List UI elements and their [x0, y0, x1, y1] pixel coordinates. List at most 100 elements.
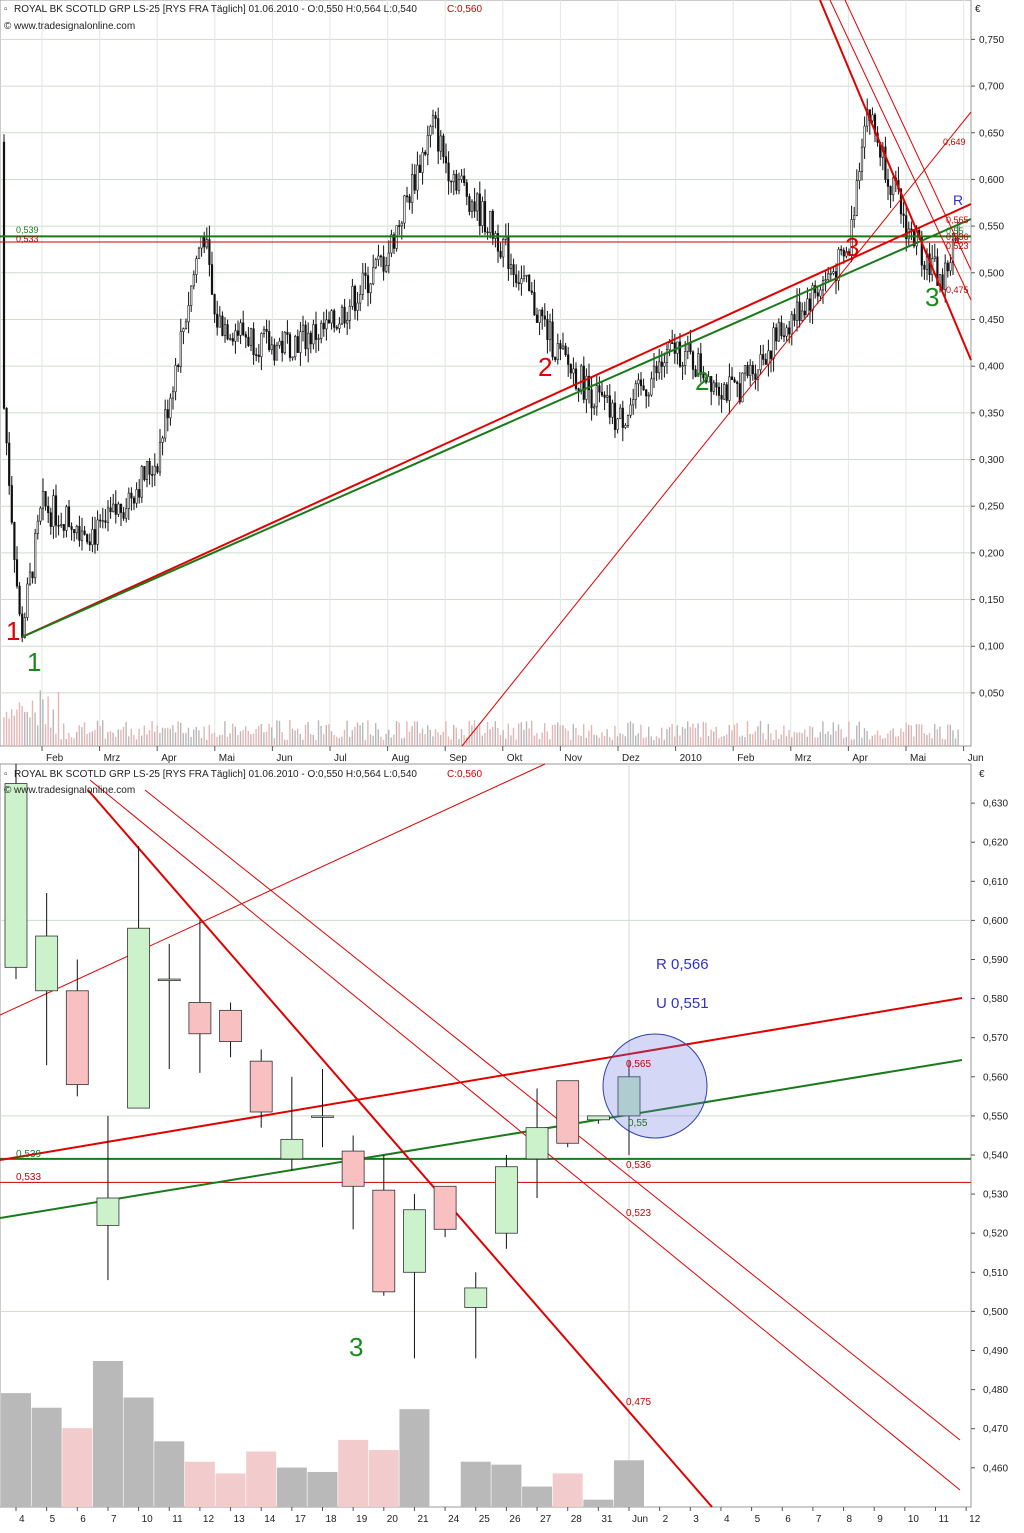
top-price-bar [86, 534, 89, 543]
top-volume-bar [648, 726, 650, 746]
top-price-bar [252, 328, 255, 355]
top-price-bar [54, 495, 58, 526]
top-price-bar [509, 264, 513, 269]
top-volume-bar [463, 735, 465, 746]
top-price-bar [377, 255, 380, 260]
top-price-bar [530, 290, 533, 293]
top-volume-bar [850, 739, 853, 746]
top-price-bar [673, 342, 676, 354]
top-price-bar [330, 310, 333, 324]
top-price-bar [44, 491, 47, 507]
top-volume-bar [336, 736, 338, 746]
top-volume-bar [382, 739, 385, 746]
top-price-bar [101, 520, 104, 522]
top-volume-bar [42, 699, 44, 746]
top-volume-bar [250, 734, 252, 746]
top-volume-bar [910, 725, 912, 746]
top-volume-bar [783, 725, 785, 746]
top-volume-bar [523, 729, 525, 746]
top-volume-bar [629, 721, 632, 746]
candle-body [341, 1150, 365, 1187]
top-price-bar [554, 356, 557, 360]
top-x-tick-label: Nov [564, 753, 582, 764]
top-volume-bar [437, 731, 439, 746]
bottom-label-475: 0,475 [626, 1397, 651, 1408]
top-volume-bar [632, 723, 634, 746]
top-volume-bar [193, 729, 195, 746]
top-volume-bar [653, 739, 655, 746]
top-volume-bar [830, 734, 832, 746]
top-price-bar [525, 274, 528, 277]
candle-body [433, 1185, 457, 1230]
top-price-bar [156, 466, 159, 473]
top-price-bar [645, 389, 648, 397]
top-volume-bar [856, 725, 858, 746]
candle-body [35, 935, 59, 992]
top-price-bar [161, 437, 164, 443]
top-price-bar [489, 210, 492, 233]
top-price-bar [590, 389, 593, 409]
top-volume-bar [414, 721, 416, 746]
top-volume-bar [494, 721, 496, 746]
top-volume-bar [601, 732, 603, 746]
top-volume-bar [294, 730, 296, 746]
top-price-bar [122, 512, 125, 519]
top-volume-bar [39, 690, 41, 746]
top-volume-bar [91, 731, 93, 746]
bottom-x-tick-label: 19 [356, 1514, 368, 1525]
top-price-bar [580, 365, 583, 391]
top-price-bar [257, 354, 260, 357]
top-price-bar [359, 294, 362, 304]
candle-body [311, 1115, 334, 1118]
top-x-tick-label: Okt [507, 753, 523, 764]
top-price-bar [520, 278, 523, 285]
top-volume-bar [681, 726, 684, 746]
top-volume-bar [720, 736, 723, 746]
top-x-tick-label: Feb [46, 753, 64, 764]
bottom-y-tick-label: 0,530 [983, 1190, 1008, 1201]
top-price-bar [231, 338, 234, 342]
top-volume-bar [887, 733, 889, 746]
top-volume-bar [804, 729, 806, 746]
top-price-bar [192, 274, 195, 287]
top-price-bar [517, 282, 520, 285]
top-volume-bar [908, 724, 910, 746]
top-volume-bar [419, 733, 421, 746]
top-price-bar [385, 265, 388, 272]
top-price-bar [468, 196, 471, 212]
top-y-tick-label: 0,300 [979, 455, 1004, 466]
copyright-icon: © [4, 785, 12, 796]
top-volume-bar [369, 734, 372, 746]
top-volume-bar [328, 724, 330, 746]
top-volume-bar [156, 725, 158, 746]
top-price-bar [411, 174, 414, 203]
top-price-bar [351, 286, 354, 307]
top-price-bar [158, 442, 162, 473]
bottom-label-55: 0,55 [628, 1118, 648, 1129]
top-price-bar [507, 235, 510, 269]
top-volume-bar [934, 724, 936, 746]
top-volume-bar [544, 723, 546, 746]
top-price-bar [387, 252, 390, 266]
candle-body [556, 1080, 580, 1144]
top-price-bar [236, 330, 240, 336]
top-price-bar [712, 382, 715, 392]
top-volume-bar [905, 722, 907, 746]
top-volume-bar [697, 723, 699, 746]
top-volume-bar [320, 725, 322, 746]
top-price-bar [34, 533, 37, 579]
top-x-tick-label: 2010 [680, 753, 703, 764]
top-x-axis: Feb Mrz Apr Mai Jun Jul Aug Sep Okt Nov Dez 2010 Feb… [41, 746, 984, 764]
top-price-bar [307, 332, 310, 350]
top-volume-bar [208, 724, 210, 746]
bottom-green-trendline [0, 1059, 963, 1219]
top-volume-bar [687, 721, 689, 746]
bottom-y-tick-label: 0,520 [983, 1229, 1008, 1240]
top-volume-bar [408, 731, 411, 746]
top-volume-bar [333, 734, 335, 746]
top-price-bar [473, 201, 476, 212]
top-price-bar [366, 275, 370, 294]
top-volume-bar [349, 737, 351, 746]
top-volume-bar [562, 725, 564, 746]
